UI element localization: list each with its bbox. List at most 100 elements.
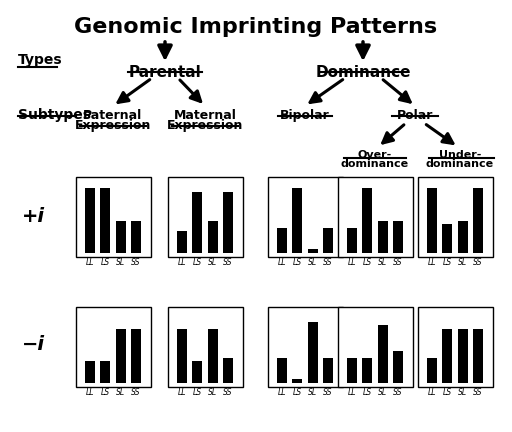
Text: Over-: Over- — [358, 150, 392, 160]
Text: dominance: dominance — [426, 159, 494, 169]
Text: SS: SS — [474, 388, 483, 397]
Text: SL: SL — [208, 388, 218, 397]
Text: SL: SL — [458, 388, 467, 397]
Text: LS: LS — [292, 388, 302, 397]
Bar — [75, 177, 151, 257]
Bar — [167, 177, 243, 257]
Bar — [277, 358, 287, 383]
Text: LS: LS — [442, 258, 452, 267]
Text: LS: LS — [100, 258, 110, 267]
Text: SS: SS — [393, 258, 403, 267]
Bar — [362, 358, 372, 383]
Bar — [292, 188, 302, 253]
Text: SL: SL — [308, 388, 317, 397]
Bar — [323, 358, 333, 383]
Text: SS: SS — [324, 388, 333, 397]
Text: Maternal: Maternal — [174, 109, 237, 122]
Text: LL: LL — [86, 388, 94, 397]
Text: SS: SS — [474, 258, 483, 267]
Text: LL: LL — [178, 388, 186, 397]
Bar — [308, 322, 318, 383]
Text: LS: LS — [193, 258, 202, 267]
Text: SS: SS — [132, 258, 141, 267]
Text: −i: −i — [22, 336, 45, 355]
Bar — [427, 358, 437, 383]
Text: LS: LS — [292, 258, 302, 267]
Text: SS: SS — [132, 388, 141, 397]
Text: LL: LL — [86, 258, 94, 267]
Text: SL: SL — [378, 258, 388, 267]
Text: SL: SL — [208, 258, 218, 267]
Bar — [208, 329, 218, 383]
Text: LL: LL — [348, 258, 356, 267]
Bar — [473, 188, 483, 253]
Text: Bipolar: Bipolar — [280, 109, 330, 122]
Text: Dominance: Dominance — [315, 65, 411, 80]
Bar — [116, 329, 126, 383]
Text: Paternal: Paternal — [83, 109, 143, 122]
Bar — [292, 379, 302, 383]
Text: Expression: Expression — [167, 119, 243, 132]
Text: Under-: Under- — [439, 150, 481, 160]
Text: LL: LL — [278, 258, 286, 267]
Text: LL: LL — [278, 388, 286, 397]
Bar — [442, 224, 452, 253]
Bar — [417, 177, 493, 257]
Bar — [473, 329, 483, 383]
Bar — [362, 188, 372, 253]
Bar — [131, 221, 141, 253]
Text: SL: SL — [378, 388, 388, 397]
Bar — [458, 221, 468, 253]
Bar — [337, 177, 413, 257]
Text: SL: SL — [308, 258, 317, 267]
Bar — [378, 325, 388, 383]
Bar — [458, 329, 468, 383]
Bar — [100, 188, 110, 253]
Text: SS: SS — [223, 388, 233, 397]
Text: LL: LL — [348, 388, 356, 397]
Text: dominance: dominance — [341, 159, 409, 169]
Text: LS: LS — [442, 388, 452, 397]
Text: LL: LL — [178, 258, 186, 267]
Text: Polar: Polar — [397, 109, 433, 122]
Bar — [427, 188, 437, 253]
Bar — [85, 362, 95, 383]
Bar — [323, 228, 333, 253]
Bar — [223, 358, 233, 383]
Text: SL: SL — [458, 258, 467, 267]
Text: SS: SS — [324, 258, 333, 267]
Text: Subtypes: Subtypes — [18, 108, 91, 122]
Bar — [417, 307, 493, 387]
Bar — [223, 192, 233, 253]
Bar — [116, 221, 126, 253]
Bar — [131, 329, 141, 383]
Bar — [393, 351, 403, 383]
Text: LS: LS — [193, 388, 202, 397]
Text: LS: LS — [362, 258, 372, 267]
Text: Genomic Imprinting Patterns: Genomic Imprinting Patterns — [74, 17, 438, 37]
Text: Expression: Expression — [75, 119, 151, 132]
Text: Parental: Parental — [129, 65, 201, 80]
Bar — [85, 188, 95, 253]
Bar — [308, 249, 318, 253]
Bar — [277, 228, 287, 253]
Bar — [347, 358, 357, 383]
Bar — [337, 307, 413, 387]
Text: LL: LL — [428, 388, 436, 397]
Text: SS: SS — [393, 388, 403, 397]
Text: SL: SL — [116, 258, 125, 267]
Text: SS: SS — [223, 258, 233, 267]
Bar — [393, 221, 403, 253]
Bar — [177, 232, 187, 253]
Bar — [267, 307, 343, 387]
Bar — [177, 329, 187, 383]
Bar — [378, 221, 388, 253]
Text: Types: Types — [18, 53, 62, 67]
Text: +i: +i — [22, 207, 45, 226]
Text: LS: LS — [100, 388, 110, 397]
Text: LL: LL — [428, 258, 436, 267]
Text: LS: LS — [362, 388, 372, 397]
Bar — [192, 362, 202, 383]
Bar — [442, 329, 452, 383]
Text: SL: SL — [116, 388, 125, 397]
